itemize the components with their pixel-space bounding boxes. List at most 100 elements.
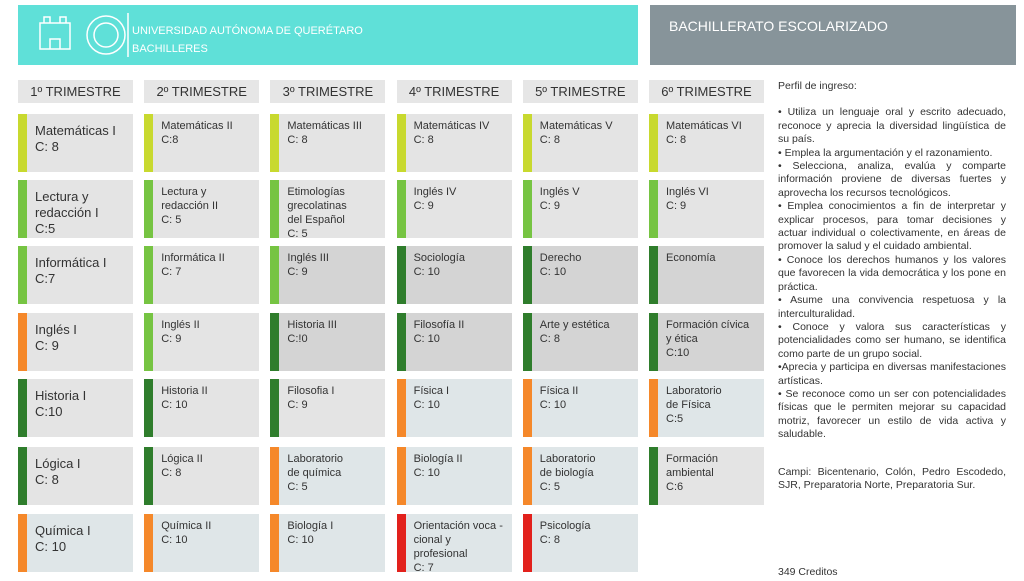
course-name: Historia I [35,388,87,403]
course-cell: Matemáticas IV C: 8 [396,114,512,172]
column-header: 2º TRIMESTRE [144,80,260,103]
course-name: Historia III [287,319,337,331]
course-stripe [649,246,658,304]
course-stripe [18,514,27,572]
university-name: UNIVERSIDAD AUTÓNOMA DE QUERÉTARO [132,25,363,37]
course-stripe [144,514,154,572]
course-cell: Biología II C: 10 [396,447,512,505]
course-credits: C: 10 [539,266,567,278]
course-name: cional y profesional [413,534,468,560]
course-cell: Historia II C: 10 [144,379,260,437]
course-cell: Sociología C: 10 [396,246,512,304]
course-stripe [144,246,154,304]
course-stripe [649,114,658,172]
course-credits: C: 8 [35,139,59,154]
course-name: Inglés I [35,322,77,337]
course-stripe [396,379,406,437]
course-cell: Matemáticas VI C: 8 [649,114,764,172]
course-cell: Formación cívica y ética C:10 [649,313,764,371]
course-credits: C: 8 [539,534,560,546]
course-cell: Química I C: 10 [18,514,133,572]
course-credits: C: 9 [287,266,308,278]
course-name: del Español [287,214,345,226]
course-name: redacción I [35,205,99,220]
course-credits: C: 10 [413,467,440,479]
course-name: Inglés V [539,186,580,198]
course-credits: C: 10 [287,534,314,546]
course-cell: Inglés V C: 9 [522,180,638,238]
course-cell: Laboratorio de biología C: 5 [522,447,638,505]
course-credits: C: 9 [666,200,687,212]
course-credits: C: 10 [35,539,67,554]
course-name: Psicología [539,520,591,532]
course-stripe [18,114,27,172]
course-stripe [270,313,280,371]
course-name: Sociología [413,252,465,264]
course-name: Química I [35,523,91,538]
course-stripe [522,514,532,572]
course-credits: C: 8 [35,472,59,487]
course-cell: Biología I C: 10 [270,514,386,572]
course-credits: C:10 [666,347,690,359]
course-credits: C: 8 [539,134,560,146]
course-stripe [18,246,27,304]
course-credits: C: 7 [161,266,182,278]
course-credits: C: 8 [666,134,687,146]
course-cell: Lógica II C: 8 [144,447,260,505]
course-credits: C: 9 [161,333,182,345]
course-name: Informática I [35,255,107,270]
course-name: Biología I [287,520,334,532]
course-stripe [396,514,406,572]
course-name: Química II [161,520,212,532]
column-header: 6º TRIMESTRE [649,80,764,103]
course-cell: Inglés I C: 9 [18,313,133,371]
course-name: Lógica I [35,456,81,471]
profile-item: •Aprecia y participa en diversas manifes… [778,361,1006,387]
course-stripe [396,180,406,238]
course-stripe [522,180,532,238]
profile: Perfil de ingreso: • Utiliza un lenguaje… [778,80,1006,492]
course-stripe [522,379,532,437]
course-credits: C: 10 [413,266,440,278]
course-cell: Inglés VI C: 9 [649,180,764,238]
course-name: Filosofia I [287,385,335,397]
course-name: Inglés IV [413,186,457,198]
course-cell: Orientación voca - cional y profesional C:… [396,514,512,574]
course-cell: Informática I C:7 [18,246,133,304]
school-name: BACHILLERES [132,43,208,55]
course-cell: Inglés III C: 9 [270,246,386,304]
course-cell: Matemáticas II C:8 [144,114,260,172]
course-stripe [522,313,532,371]
course-stripe [270,114,280,172]
course-name: Matemáticas IV [413,120,490,132]
course-name: de química [287,467,342,479]
profile-item: • Conoce los derechos humanos y los valo… [778,253,1006,293]
course-stripe [522,447,532,505]
course-cell: Derecho C: 10 [522,246,638,304]
course-credits: C: 9 [35,338,59,353]
course-cell: Inglés IV C: 9 [396,180,512,238]
course-credits: C:5 [35,221,56,236]
course-name: Física II [539,385,579,397]
course-credits: C:10 [35,404,63,419]
profile-item: • Utiliza un lenguaje oral y escrito ade… [778,106,1006,146]
course-name: Economía [666,252,716,264]
course-name: grecolatinas [287,200,347,212]
course-cell: Arte y estética C: 8 [522,313,638,371]
course-name: Inglés III [287,252,329,264]
course-cell: Lógica I C: 8 [18,447,133,505]
course-cell: Historia I C:10 [18,379,133,437]
course-stripe [396,246,406,304]
course-stripe [270,180,280,238]
course-cell: Lectura y redacción I C:5 [18,180,133,238]
column-header: 3º TRIMESTRE [270,80,386,103]
course-stripe [522,114,532,172]
course-cell: Matemáticas V C: 8 [522,114,638,172]
course-name: Derecho [539,252,582,264]
course-name: Biología II [413,453,463,465]
course-credits: C: 10 [413,399,440,411]
course-name: Física I [413,385,450,397]
course-name: Matemáticas II [161,120,233,132]
course-stripe [18,447,27,505]
